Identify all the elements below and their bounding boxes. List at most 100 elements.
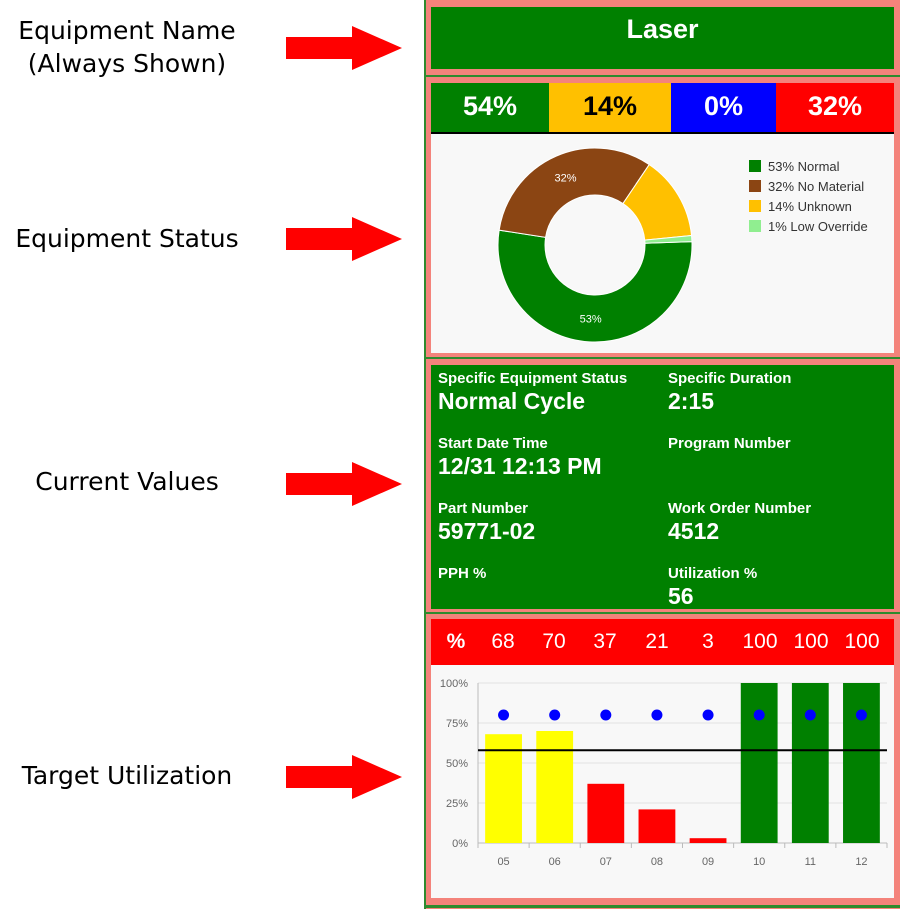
x-tick-label: 05	[497, 856, 509, 868]
section-divider	[426, 75, 900, 77]
legend-label: 1% Low Override	[768, 218, 868, 234]
target-row-value: 21	[645, 630, 669, 653]
value-text: 56	[668, 583, 694, 609]
bar	[740, 683, 778, 843]
target-point	[804, 709, 816, 721]
value-text: 12/31 12:13 PM	[438, 453, 602, 479]
equipment-name: Laser	[431, 7, 894, 69]
target-point	[651, 709, 663, 721]
arrow-right-icon	[286, 462, 402, 506]
value-utilization: Utilization % 56	[668, 565, 893, 609]
annotation-label: Current Values	[35, 467, 219, 496]
target-point	[498, 709, 510, 721]
donut-chart: 53% 32%	[497, 147, 693, 343]
target-row-header: %	[446, 630, 466, 653]
value-text: Normal Cycle	[438, 388, 586, 414]
y-tick-label: 100%	[440, 678, 468, 690]
pie-slice	[497, 229, 693, 343]
equipment-status-chart: 53% 32% 53% Normal 32% No Material 14% Un…	[431, 134, 894, 353]
legend-label: 53% Normal	[768, 158, 840, 174]
value-part-number: Part Number 59771-02	[438, 500, 663, 544]
x-tick-label: 08	[651, 856, 663, 868]
target-point	[855, 709, 867, 721]
legend-swatch	[749, 220, 761, 232]
legend-label: 32% No Material	[768, 178, 865, 194]
x-tick-label: 07	[600, 856, 612, 868]
legend-swatch	[749, 160, 761, 172]
bar	[536, 731, 574, 843]
value-label: Specific Equipment Status	[438, 370, 628, 387]
bar	[638, 809, 676, 843]
x-tick-label: 09	[702, 856, 714, 868]
bar	[587, 783, 625, 843]
target-point	[753, 709, 765, 721]
bar	[485, 734, 522, 843]
status-percent-row: 54% 14% 0% 32%	[431, 83, 894, 134]
chart-legend: 53% Normal 32% No Material 14% Unknown 1…	[749, 156, 868, 236]
value-start-date-time: Start Date Time 12/31 12:13 PM	[438, 435, 663, 479]
annotation-current-values: Current Values	[0, 462, 402, 535]
value-text: 2:15	[668, 388, 715, 414]
legend-item: 14% Unknown	[749, 196, 868, 216]
annotation-equipment-status: Equipment Status	[0, 217, 402, 292]
legend-swatch	[749, 180, 761, 192]
target-point	[702, 709, 714, 721]
value-program-number: Program Number	[668, 435, 893, 453]
target-row-value: 3	[702, 630, 714, 653]
legend-item: 32% No Material	[749, 176, 868, 196]
annotation-label: Equipment Name (Always Shown)	[18, 16, 236, 78]
target-utilization-chart: 0% 25% 50% 75% 100% 05 06 07 08 09 10 11 12	[431, 665, 894, 898]
y-tick-label: 0%	[452, 838, 468, 850]
status-percent-red: 32%	[776, 83, 894, 132]
x-tick-label: 10	[753, 856, 765, 868]
arrow-right-icon	[286, 26, 402, 70]
target-utilization-row: % 68 70 37 21 3 100 100 100	[431, 619, 894, 665]
y-tick-label: 75%	[446, 718, 468, 730]
value-label: Specific Duration	[668, 370, 792, 387]
legend-label: 14% Unknown	[768, 198, 852, 214]
target-row-value: 70	[542, 630, 566, 653]
legend-swatch	[749, 200, 761, 212]
value-text: 59771-02	[438, 518, 536, 544]
legend-item: 1% Low Override	[749, 216, 868, 236]
value-label: Utilization %	[668, 565, 758, 582]
target-row-value: 37	[593, 630, 617, 653]
value-label: Program Number	[668, 435, 791, 452]
status-percent-unknown: 14%	[549, 83, 671, 132]
panel-left-border	[424, 0, 426, 909]
y-tick-label: 50%	[446, 758, 468, 770]
bar-chart: 0% 25% 50% 75% 100% 05 06 07 08 09 10 11 12	[440, 678, 888, 868]
arrow-right-icon	[286, 217, 402, 261]
value-text: 4512	[668, 518, 720, 544]
y-tick-label: 25%	[446, 798, 468, 810]
x-tick-label: 11	[805, 856, 816, 868]
value-specific-equipment-status: Specific Equipment Status Normal Cycle	[438, 370, 663, 414]
target-row-value: 100	[844, 630, 880, 653]
x-tick-label: 12	[855, 856, 867, 868]
value-pph: PPH %	[438, 565, 663, 583]
annotation-label: Equipment Status	[15, 224, 239, 253]
annotation-equipment-name: Equipment Name (Always Shown)	[0, 14, 402, 84]
bar	[791, 683, 829, 843]
value-label: Start Date Time	[438, 435, 548, 452]
status-percent-blue: 0%	[671, 83, 776, 132]
panel-bottom-border	[424, 905, 900, 908]
value-specific-duration: Specific Duration 2:15	[668, 370, 893, 414]
target-row-value: 68	[491, 630, 515, 653]
annotation-label: Target Utilization	[21, 761, 233, 790]
bar	[689, 838, 727, 843]
annotation-target-utilization: Target Utilization	[0, 755, 402, 829]
target-point	[549, 709, 561, 721]
arrow-right-icon	[286, 755, 402, 799]
section-divider	[426, 612, 900, 614]
pie-data-label: 32%	[555, 173, 577, 185]
status-percent-normal: 54%	[431, 83, 549, 132]
x-tick-label: 06	[549, 856, 561, 868]
value-work-order-number: Work Order Number 4512	[668, 500, 893, 544]
value-label: Part Number	[438, 500, 529, 517]
value-label: Work Order Number	[668, 500, 812, 517]
value-label: PPH %	[438, 565, 487, 582]
pie-slice	[498, 147, 650, 238]
bar	[843, 683, 880, 843]
target-row-value: 100	[742, 630, 778, 653]
